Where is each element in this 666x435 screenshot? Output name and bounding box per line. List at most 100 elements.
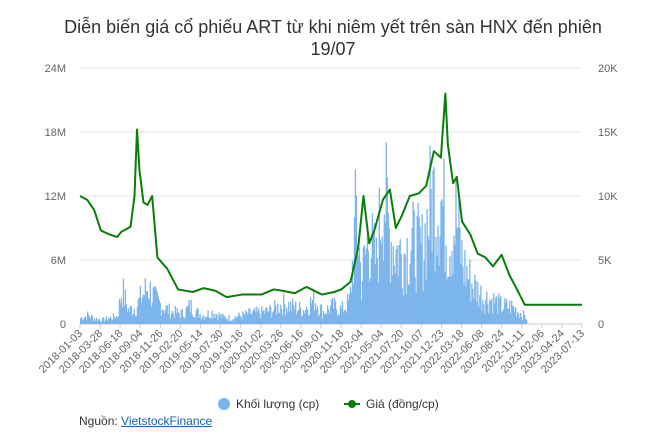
volume-bar bbox=[280, 304, 282, 324]
volume-bar bbox=[482, 300, 484, 324]
volume-bar bbox=[126, 312, 129, 324]
volume-bar bbox=[458, 196, 460, 324]
volume-bar bbox=[463, 283, 465, 324]
volume-bar bbox=[288, 302, 290, 324]
volume-bar bbox=[110, 319, 113, 324]
chart-title-line: 19/07 bbox=[310, 39, 355, 59]
volume-bar bbox=[378, 187, 380, 324]
volume-bar bbox=[137, 298, 140, 324]
volume-bar bbox=[173, 318, 175, 324]
legend-item-volume[interactable]: Khối lượng (cp) bbox=[218, 397, 319, 411]
volume-bar bbox=[210, 319, 212, 324]
volume-bar bbox=[356, 244, 359, 324]
volume-bar bbox=[120, 298, 123, 324]
volume-bar bbox=[152, 287, 154, 324]
volume-bar bbox=[418, 217, 420, 324]
volume-bar bbox=[261, 306, 263, 324]
y-left-tick-label: 12M bbox=[45, 191, 66, 203]
volume-bar bbox=[504, 298, 506, 324]
volume-bar bbox=[116, 317, 119, 324]
volume-bar bbox=[204, 316, 206, 324]
volume-bar bbox=[159, 302, 161, 324]
volume-bar bbox=[178, 313, 180, 324]
x-axis: 2018-01-032018-03-282018-06-182018-09-04… bbox=[37, 324, 587, 376]
volume-bar bbox=[215, 313, 217, 324]
volume-bar bbox=[464, 250, 466, 324]
volume-bar bbox=[437, 225, 439, 324]
volume-bar bbox=[445, 245, 447, 324]
legend[interactable]: Khối lượng (cp) Giá (đồng/cp) bbox=[218, 397, 439, 411]
volume-bar bbox=[166, 305, 168, 324]
volume-bar bbox=[317, 315, 320, 324]
volume-bar bbox=[170, 314, 172, 324]
volume-bar bbox=[419, 226, 421, 324]
volume-bar bbox=[236, 317, 238, 324]
volume-bar bbox=[94, 320, 97, 324]
volume-bar bbox=[312, 289, 315, 324]
volume-bar bbox=[273, 310, 275, 324]
volume-bar bbox=[289, 311, 291, 324]
legend-price-marker bbox=[348, 400, 356, 408]
volume-bar bbox=[318, 314, 321, 324]
volume-bar bbox=[404, 254, 406, 324]
volume-bar bbox=[520, 312, 522, 324]
volume-bar bbox=[495, 297, 497, 324]
volume-bar bbox=[177, 312, 179, 324]
volume-bar bbox=[130, 306, 133, 324]
legend-item-price[interactable]: Giá (đồng/cp) bbox=[344, 397, 439, 411]
volume-bar bbox=[321, 318, 324, 324]
volume-bar bbox=[125, 304, 128, 324]
volume-bar bbox=[309, 297, 312, 324]
volume-bar bbox=[192, 317, 194, 324]
volume-bar bbox=[432, 170, 434, 324]
volume-bar bbox=[225, 319, 227, 324]
volume-bar bbox=[359, 262, 362, 324]
volume-bar bbox=[232, 319, 234, 324]
volume-bar bbox=[507, 308, 509, 324]
volume-bar bbox=[127, 308, 130, 324]
volume-bar bbox=[339, 305, 342, 324]
volume-bar bbox=[150, 306, 152, 324]
volume-bar bbox=[274, 300, 276, 324]
volume-bar bbox=[244, 314, 246, 324]
volume-bar bbox=[332, 309, 335, 324]
volume-bar bbox=[377, 282, 379, 324]
volume-bar bbox=[157, 296, 159, 324]
volume-bar bbox=[227, 320, 229, 324]
volume-bars bbox=[80, 142, 528, 324]
volume-bar bbox=[515, 307, 517, 324]
volume-bar bbox=[488, 313, 490, 324]
volume-bar bbox=[80, 318, 82, 324]
volume-bar bbox=[142, 294, 145, 324]
source-link[interactable]: VietstockFinance bbox=[121, 414, 213, 428]
volume-bar bbox=[281, 309, 283, 324]
volume-bar bbox=[241, 319, 243, 324]
volume-bar bbox=[181, 308, 183, 324]
volume-bar bbox=[406, 238, 408, 324]
legend-price-label: Giá (đồng/cp) bbox=[366, 397, 439, 411]
volume-bar bbox=[431, 251, 433, 324]
y-left-tick-label: 0 bbox=[60, 319, 66, 331]
price-line bbox=[79, 92, 582, 306]
volume-bar bbox=[271, 317, 273, 324]
volume-bar bbox=[307, 315, 310, 324]
volume-bar bbox=[240, 316, 242, 324]
volume-bar bbox=[97, 318, 100, 324]
volume-bar bbox=[165, 305, 167, 324]
volume-bar bbox=[496, 296, 498, 324]
volume-bar bbox=[200, 319, 202, 324]
volume-bar bbox=[466, 265, 468, 324]
volume-bar bbox=[160, 315, 162, 324]
volume-bar bbox=[190, 299, 192, 324]
volume-bar bbox=[270, 306, 272, 324]
volume-bar bbox=[340, 308, 343, 324]
volume-bar bbox=[446, 279, 448, 324]
volume-bar bbox=[350, 292, 353, 324]
volume-bar bbox=[414, 277, 416, 324]
volume-bar bbox=[222, 313, 224, 324]
y-axis-right: 0 5K 10K 15K 20K bbox=[598, 63, 618, 331]
volume-bar bbox=[399, 239, 401, 324]
volume-bar bbox=[86, 311, 89, 324]
volume-bar bbox=[95, 317, 98, 324]
